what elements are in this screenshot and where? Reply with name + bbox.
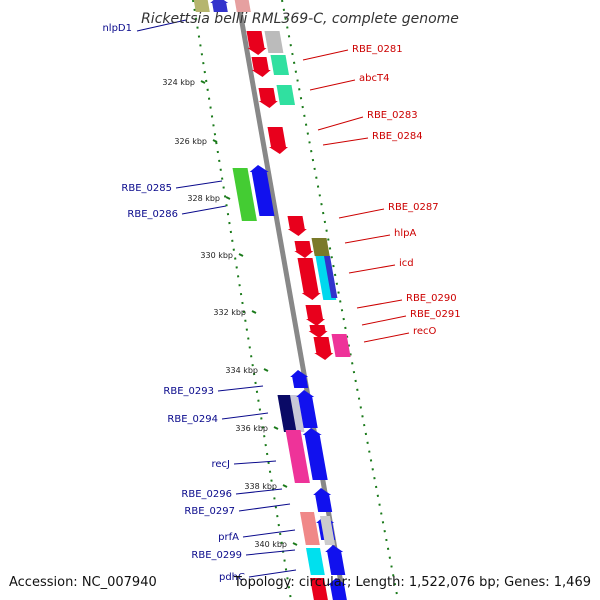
tick-mark: [282, 484, 288, 488]
feature-RBE_0299[interactable]: [306, 548, 325, 575]
gene-leader-line: [233, 460, 277, 465]
feature-RBE_0290[interactable]: [305, 305, 326, 326]
gene-leader-line: [235, 488, 283, 495]
tick-label: 336 kbp: [235, 424, 268, 433]
gene-label-prfA[interactable]: prfA: [218, 532, 239, 543]
gene-label-RBE_0294[interactable]: RBE_0294: [167, 414, 218, 425]
gene-leader-line: [136, 19, 187, 32]
feature-RBE_0286[interactable]: [249, 165, 275, 216]
feature-abcT4-red[interactable]: [251, 57, 271, 77]
tick-label: 338 kbp: [244, 482, 277, 491]
gene-label-RBE_0287[interactable]: RBE_0287: [388, 202, 439, 213]
feature-RBE_0285[interactable]: [232, 168, 257, 221]
accession-text: Accession: NC_007940: [9, 575, 157, 590]
feature-abcT4[interactable]: [270, 55, 290, 75]
tick-label: 326 kbp: [174, 137, 207, 146]
gene-label-RBE_0299[interactable]: RBE_0299: [191, 550, 242, 561]
tick-label: 324 kbp: [162, 78, 195, 87]
tick-mark: [263, 368, 269, 372]
gene-label-pdhC[interactable]: pdhC: [219, 572, 245, 583]
gene-leader-line: [317, 116, 364, 131]
gene-label-RBE_0293[interactable]: RBE_0293: [163, 386, 214, 397]
gene-leader-line: [361, 315, 407, 326]
gene-label-RBE_0286[interactable]: RBE_0286: [127, 209, 178, 220]
gene-label-RBE_0284[interactable]: RBE_0284: [372, 131, 423, 142]
feature-RBE_0284[interactable]: [267, 127, 289, 154]
feature-recO-red[interactable]: [313, 337, 334, 360]
tick-label: 330 kbp: [200, 251, 233, 260]
gene-label-RBE_0297[interactable]: RBE_0297: [184, 506, 235, 517]
genome-stats-text: Topology: circular; Length: 1,522,076 bp…: [233, 575, 591, 590]
gene-label-RBE_0290[interactable]: RBE_0290: [406, 293, 457, 304]
gene-label-icd[interactable]: icd: [399, 258, 414, 269]
feature-prfA[interactable]: [300, 512, 320, 545]
feature-recJ[interactable]: [285, 430, 310, 483]
feature-recO[interactable]: [331, 334, 351, 357]
gene-label-hlpA[interactable]: hlpA: [394, 228, 416, 239]
outer-tick-track: [281, 0, 399, 600]
feature-icd-blue[interactable]: [324, 256, 338, 298]
gene-label-recJ[interactable]: recJ: [212, 459, 231, 470]
gene-leader-line: [302, 49, 349, 61]
gene-leader-line: [348, 264, 396, 274]
feature-pink-top[interactable]: [234, 0, 251, 12]
tick-mark: [238, 253, 244, 257]
gene-leader-line: [356, 299, 403, 309]
feature-prfA-grey[interactable]: [320, 516, 336, 545]
feature-pdhC[interactable]: [328, 578, 347, 600]
gene-leader-line: [217, 385, 264, 392]
feature-RBE_0283b[interactable]: [276, 85, 296, 105]
tick-mark: [212, 139, 218, 143]
gene-leader-line: [242, 529, 296, 538]
feature-RBE_0291[interactable]: [308, 325, 328, 338]
feature-olive-top[interactable]: [193, 0, 210, 12]
gene-leader-line: [363, 332, 410, 343]
feature-grey-0281b[interactable]: [264, 31, 284, 53]
tick-mark: [292, 542, 298, 546]
map-title: Rickettsia bellii RML369-C, complete gen…: [141, 11, 459, 27]
gene-label-abcT4[interactable]: abcT4: [359, 73, 389, 84]
tick-label: 328 kbp: [187, 194, 220, 203]
tick-label: 340 kbp: [254, 540, 287, 549]
gene-leader-line: [248, 569, 297, 578]
feature-RBE_0287[interactable]: [287, 216, 307, 236]
gene-leader-line: [309, 79, 356, 91]
gene-label-RBE_0283[interactable]: RBE_0283: [367, 110, 418, 121]
feature-RBE_0283[interactable]: [258, 88, 278, 108]
feature-hlpA-red[interactable]: [294, 241, 314, 258]
tick-label: 334 kbp: [225, 366, 258, 375]
gene-label-RBE_0291[interactable]: RBE_0291: [410, 309, 461, 320]
gene-leader-line: [344, 234, 391, 244]
gene-label-RBE_0285[interactable]: RBE_0285: [121, 183, 172, 194]
tick-mark: [200, 80, 206, 84]
feature-icd-red[interactable]: [297, 258, 321, 300]
gene-label-RBE_0281[interactable]: RBE_0281: [352, 44, 403, 55]
feature-pdhC-red[interactable]: [310, 578, 329, 600]
tick-mark: [273, 426, 279, 430]
tick-mark: [225, 196, 231, 200]
feature-RBE_0294b[interactable]: [296, 390, 318, 428]
gene-leader-line: [175, 180, 223, 189]
feature-RBE_0281[interactable]: [246, 31, 267, 55]
gene-leader-line: [238, 503, 291, 512]
feature-RBE_0299b[interactable]: [325, 545, 346, 575]
feature-RBE_0293[interactable]: [290, 370, 309, 388]
feature-hlpA[interactable]: [311, 238, 330, 256]
gene-leader-line: [221, 412, 269, 420]
gene-label-nlpD1[interactable]: nlpD1: [102, 23, 132, 34]
feature-recJ-blue[interactable]: [302, 428, 328, 480]
feature-blue-top[interactable]: [210, 0, 229, 12]
gene-leader-line: [322, 137, 369, 146]
gene-leader-line: [338, 208, 385, 219]
gene-leader-line: [245, 549, 296, 556]
feature-RBE_0294[interactable]: [290, 395, 305, 432]
tick-label: 332 kbp: [213, 308, 246, 317]
gene-label-recO[interactable]: recO: [413, 326, 437, 337]
feature-RBE_0296[interactable]: [313, 488, 333, 512]
gene-leader-line: [181, 205, 227, 215]
tick-mark: [251, 310, 257, 314]
gene-label-RBE_0296[interactable]: RBE_0296: [181, 489, 232, 500]
